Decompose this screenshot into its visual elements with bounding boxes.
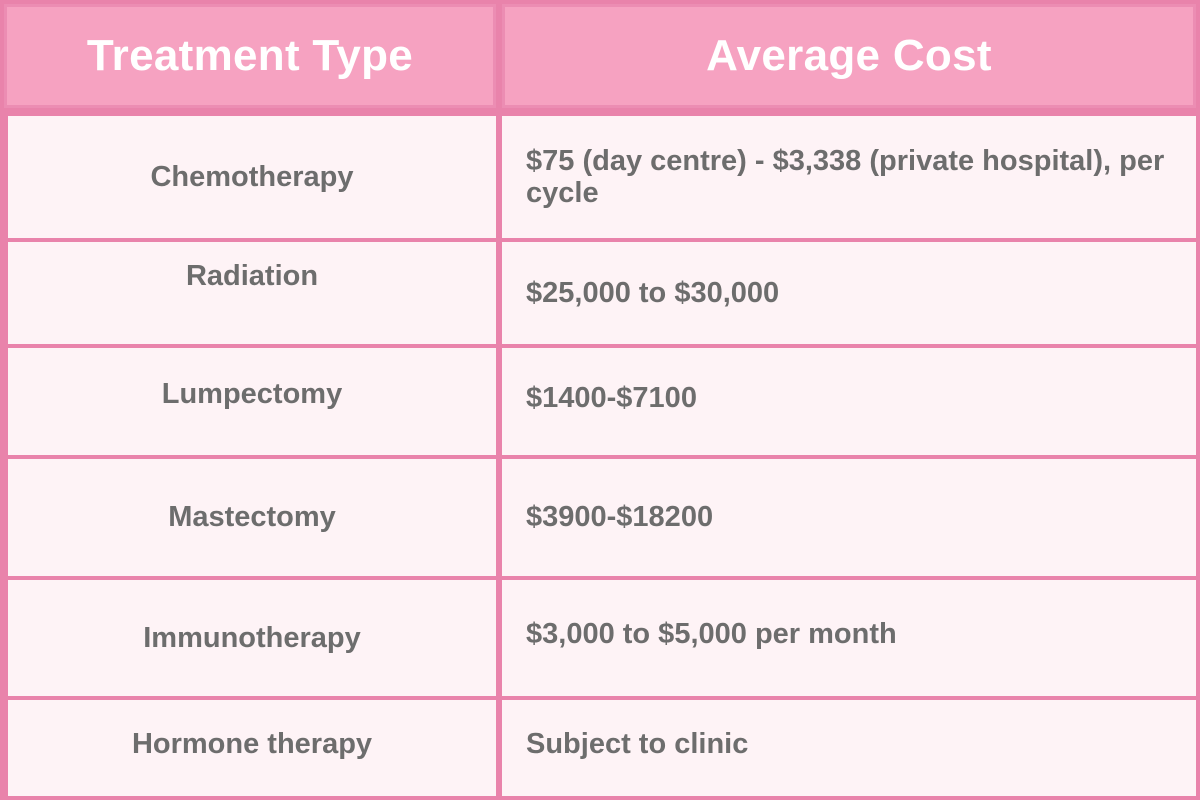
treatment-immunotherapy: Immunotherapy — [143, 621, 361, 654]
cost-radiation: $25,000 to $30,000 — [526, 277, 780, 309]
table-cell-treatment: Lumpectomy — [8, 348, 496, 455]
table-cell-treatment: Immunotherapy — [8, 580, 496, 696]
header-average-cost: Average Cost — [502, 4, 1196, 108]
cost-mastectomy: $3900-$18200 — [526, 501, 714, 533]
table-cell-treatment: Hormone therapy — [8, 700, 496, 796]
header-average-cost-label: Average Cost — [706, 31, 992, 80]
treatment-lumpectomy: Lumpectomy — [161, 378, 343, 410]
cost-chemotherapy: $75 (day centre) - $3,338 (private hospi… — [526, 145, 1165, 209]
cost-lumpectomy: $1400-$7100 — [526, 382, 697, 414]
header-treatment-type: Treatment Type — [4, 4, 496, 108]
header-treatment-type-label: Treatment Type — [86, 31, 414, 80]
treatment-radiation: Radiation — [185, 260, 319, 292]
treatment-mastectomy: Mastectomy — [168, 501, 336, 533]
treatment-chemotherapy: Chemotherapy — [150, 160, 354, 193]
cost-immunotherapy: $3,000 to $5,000 per month — [526, 618, 897, 650]
table-cell-cost: $75 (day centre) - $3,338 (private hospi… — [502, 116, 1196, 238]
treatment-hormone-therapy: Hormone therapy — [131, 728, 373, 760]
table-cell-treatment: Mastectomy — [8, 459, 496, 576]
table-cell-treatment: Chemotherapy — [8, 116, 496, 238]
cost-hormone-therapy: Subject to clinic — [526, 728, 749, 760]
table-cell-treatment: Radiation — [8, 242, 496, 344]
table-cell-cost: $1400-$7100 — [502, 348, 1196, 455]
table-cell-cost: $3900-$18200 — [502, 459, 1196, 576]
table-cell-cost: $3,000 to $5,000 per month — [502, 580, 1196, 696]
table-cell-cost: Subject to clinic — [502, 700, 1196, 796]
table-cell-cost: $25,000 to $30,000 — [502, 242, 1196, 344]
